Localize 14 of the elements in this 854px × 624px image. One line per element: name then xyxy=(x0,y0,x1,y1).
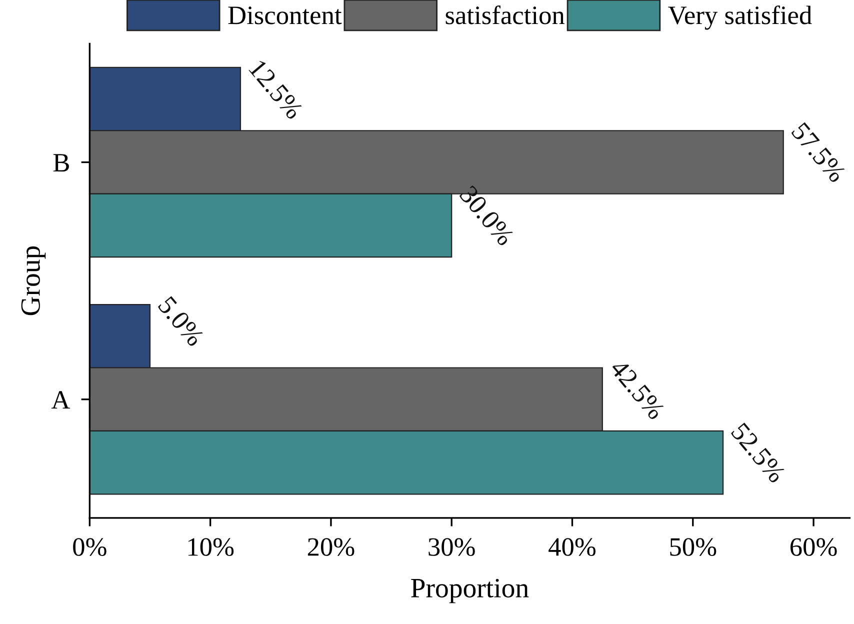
y-tick-label: B xyxy=(53,154,69,172)
y-axis-title: Group xyxy=(21,246,46,316)
x-tick-label: 20% xyxy=(308,538,354,556)
legend-label: satisfaction xyxy=(446,5,565,24)
y-tick-label: A xyxy=(51,391,70,409)
x-tick-label: 60% xyxy=(790,538,837,556)
x-tick-label: 50% xyxy=(670,538,716,556)
x-tick-label: 40% xyxy=(548,538,596,556)
legend-label: Very satisfied xyxy=(668,5,812,30)
x-tick-label: 30% xyxy=(428,538,475,556)
legend-label: Discontent xyxy=(228,6,342,24)
x-axis-title: Proportion xyxy=(411,578,529,604)
x-tick-label: 0% xyxy=(73,538,106,556)
x-tick-label: 10% xyxy=(188,538,234,556)
